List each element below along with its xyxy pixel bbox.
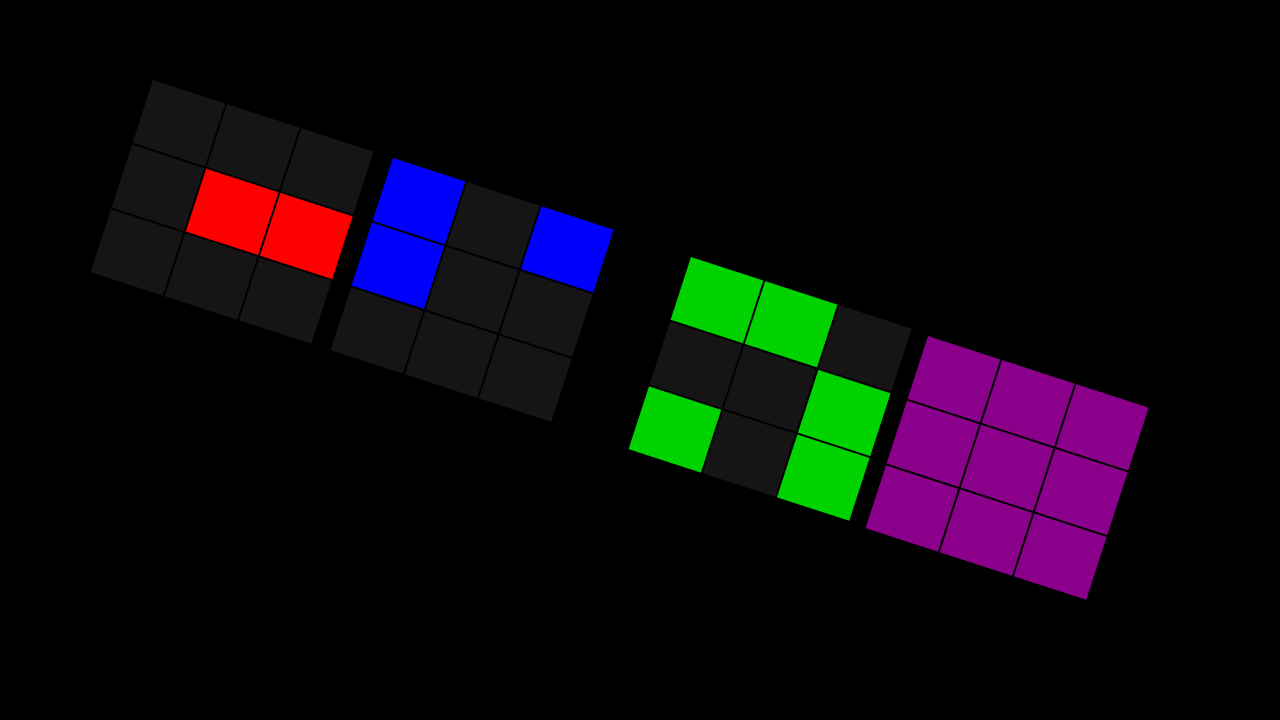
puzzle-grid-3	[628, 257, 912, 521]
puzzle-grid-2	[330, 158, 614, 422]
puzzle-grid-4	[865, 336, 1149, 600]
puzzle-grid-1	[90, 80, 374, 344]
